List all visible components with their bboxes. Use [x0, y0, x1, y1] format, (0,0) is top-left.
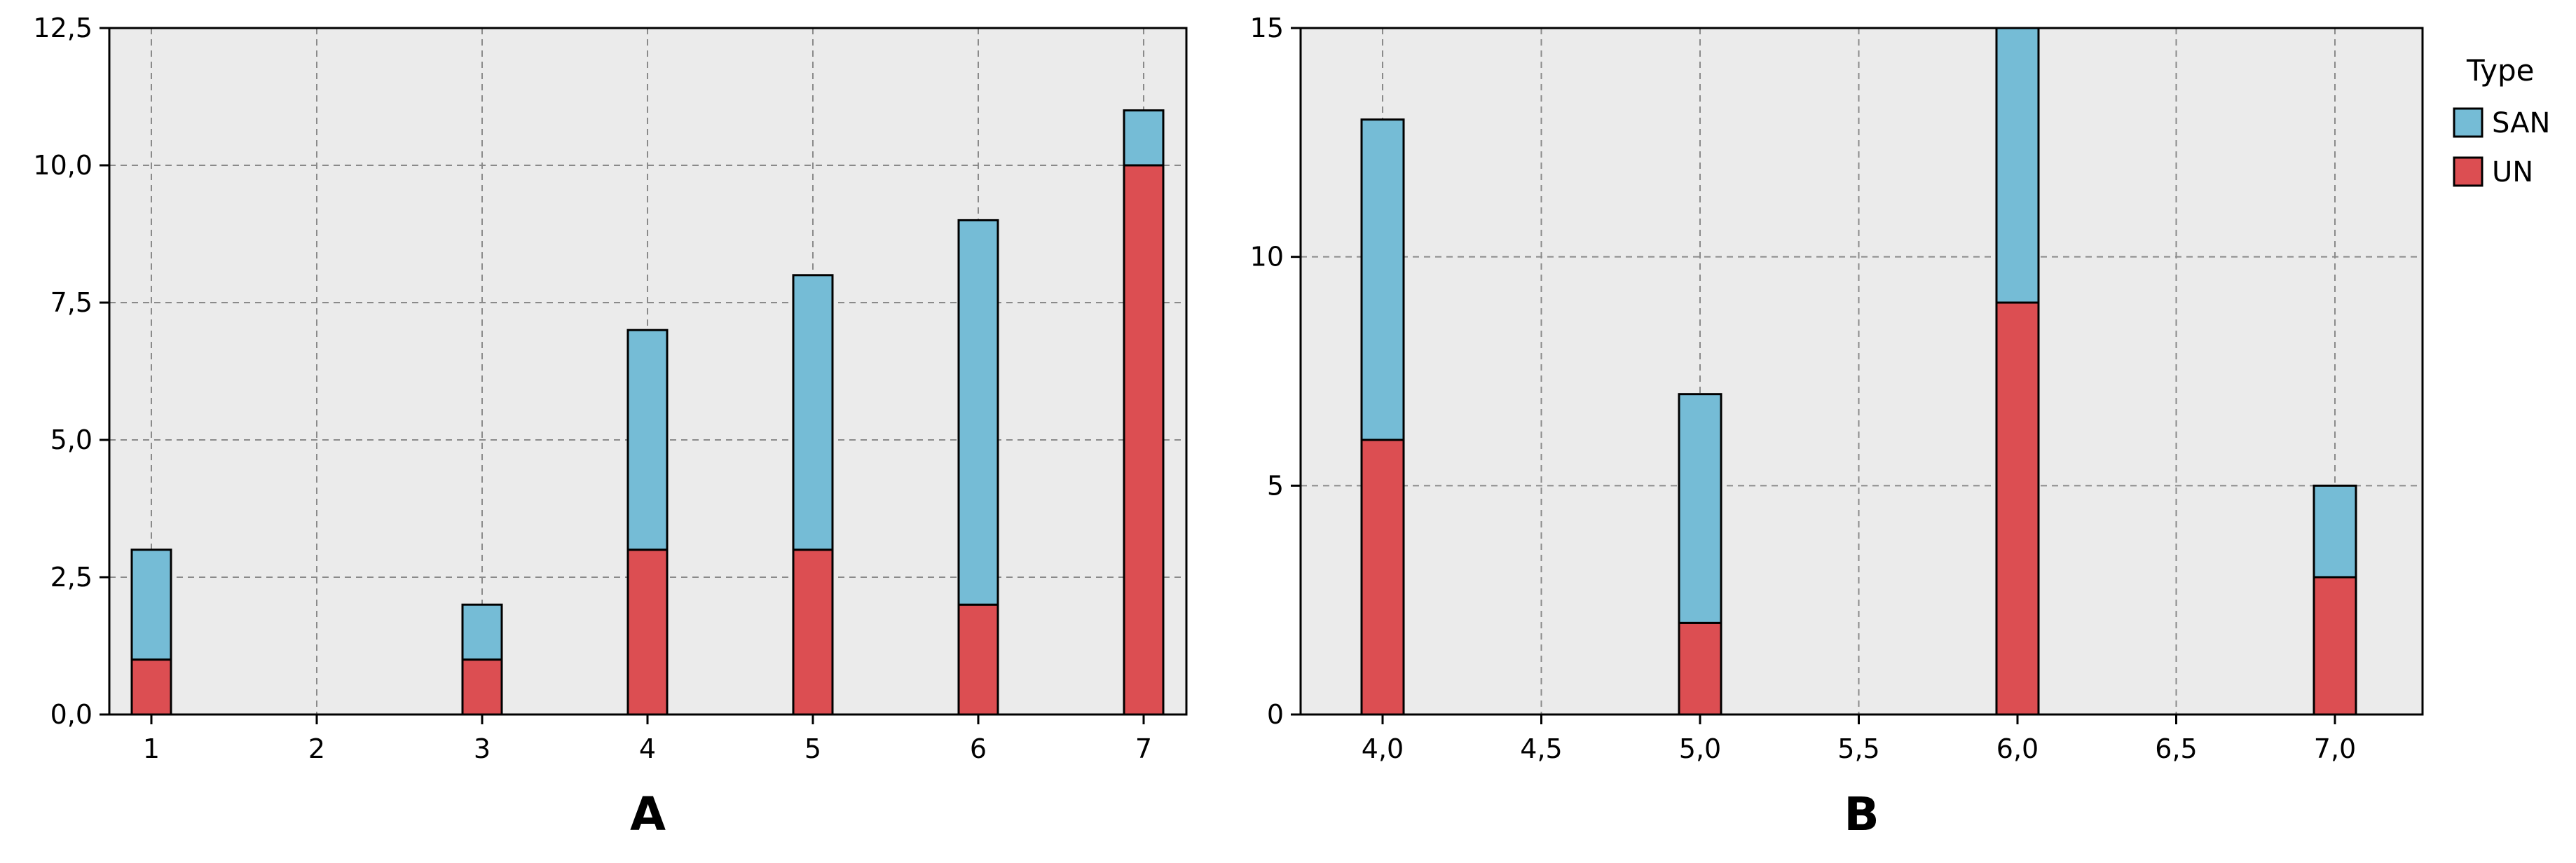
x-tick-label: 5,0: [1679, 733, 1721, 764]
bar-un: [2313, 576, 2357, 716]
y-tick-label: 5,0: [50, 424, 93, 455]
y-tick-label: 0,0: [50, 699, 93, 730]
x-tick-label: 4,5: [1520, 733, 1562, 764]
panel-label-a: A: [630, 787, 666, 841]
x-tick-label: 7: [1135, 733, 1152, 764]
bar-un: [1995, 301, 2040, 716]
panel-label-b: B: [1844, 787, 1879, 841]
plot-area-b: [1301, 28, 2423, 714]
legend-swatch-san: [2453, 107, 2483, 138]
bar-san: [626, 329, 669, 551]
x-tick-label: 6: [970, 733, 987, 764]
bar-un: [461, 658, 503, 716]
x-tick-label: 5: [804, 733, 821, 764]
bar-san: [1360, 118, 1405, 441]
bar-san: [1123, 109, 1165, 167]
legend-swatch-un: [2453, 156, 2483, 187]
y-tick-label: 2,5: [50, 562, 93, 593]
bar-un: [1678, 621, 1722, 716]
x-tick-label: 6,5: [2155, 733, 2197, 764]
bar-un: [130, 658, 172, 716]
y-tick-label: 0: [1267, 699, 1284, 730]
bar-un: [1360, 439, 1405, 716]
bar-un: [626, 548, 669, 716]
x-tick-label: 7,0: [2314, 733, 2356, 764]
legend-title: Type: [2466, 53, 2534, 88]
bar-un: [957, 603, 999, 716]
y-tick-label: 15: [1250, 13, 1284, 43]
panel-b: 4,0 4,5 5,0 5,5 6,0 6,5 7,0 0 5 10 15 B: [1250, 13, 2424, 841]
x-tick-label: 6,0: [1996, 733, 2039, 764]
legend: Type SAN UN: [2453, 53, 2550, 188]
x-tick-label: 4: [639, 733, 656, 764]
bar-san: [1995, 27, 2040, 304]
x-tick-label: 1: [143, 733, 160, 764]
bar-san: [1678, 393, 1722, 624]
y-tick-label: 7,5: [50, 287, 93, 318]
bar-san: [461, 603, 503, 661]
bar-san: [957, 219, 999, 606]
bar-un: [792, 548, 834, 716]
panel-a: 1 2 3 4 5 6 7 0,0 2,5 5,0 7,5 10,0 12,5 A: [33, 13, 1188, 841]
plot-frame-b: [1299, 27, 2424, 716]
bar-un: [1123, 164, 1165, 716]
bar-san: [2313, 484, 2357, 579]
x-tick-label: 2: [308, 733, 325, 764]
y-tick-label: 12,5: [33, 13, 93, 43]
x-tick-label: 4,0: [1362, 733, 1404, 764]
legend-label-un: UN: [2492, 156, 2533, 188]
y-tick-label: 5: [1267, 470, 1284, 501]
y-tick-label: 10: [1250, 242, 1284, 272]
x-tick-label: 3: [474, 733, 491, 764]
bar-san: [792, 274, 834, 551]
x-tick-label: 5,5: [1837, 733, 1879, 764]
legend-label-san: SAN: [2492, 107, 2550, 139]
bar-san: [130, 548, 172, 661]
y-tick-label: 10,0: [33, 150, 93, 181]
